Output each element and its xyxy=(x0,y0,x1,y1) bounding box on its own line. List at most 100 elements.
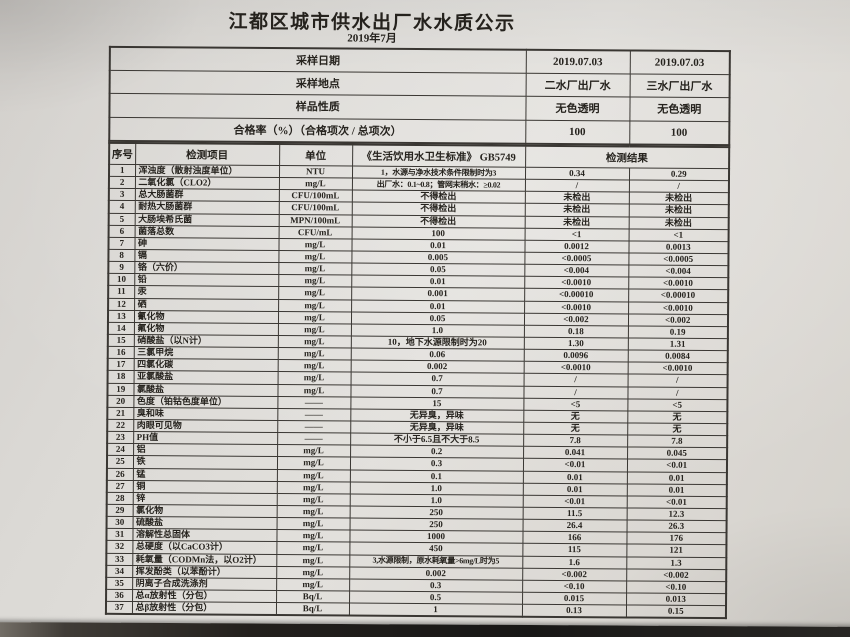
item-name: PH值 xyxy=(133,431,278,445)
info-label: 采样日期 xyxy=(109,46,526,74)
row-index: 5 xyxy=(108,212,135,226)
info-value-plant2: 100 xyxy=(525,119,630,145)
unit: mg/L xyxy=(277,444,351,458)
item-name: 色度（铂钴色度单位） xyxy=(133,395,278,409)
item-name: 总α放射性（分包） xyxy=(132,589,277,603)
row-index: 1 xyxy=(108,164,136,177)
result-plant3: 7.8 xyxy=(627,435,728,448)
item-name: 浑浊度（散射浊度单位） xyxy=(134,164,280,178)
unit: —— xyxy=(277,432,351,446)
result-plant3: 0.0084 xyxy=(627,350,728,363)
item-name: 耗氧量（CODMn法，以O2计） xyxy=(132,552,277,567)
result-plant3: <0.004 xyxy=(628,265,729,278)
result-plant2: <0.002 xyxy=(523,312,629,326)
item-name: 硝酸盐（以N计） xyxy=(133,334,278,348)
result-plant3: <1 xyxy=(628,228,729,242)
result-plant2: 0.041 xyxy=(523,446,628,460)
item-name: 溶解性总固体 xyxy=(132,528,277,542)
result-plant3: 0.0013 xyxy=(628,240,729,254)
result-plant2: 7.8 xyxy=(523,434,628,448)
row-index: 3 xyxy=(108,188,135,201)
row-index: 14 xyxy=(107,322,134,335)
item-name: 氯化物 xyxy=(132,504,277,518)
header-item: 检测项目 xyxy=(135,143,280,166)
unit: mg/L xyxy=(276,493,350,506)
result-plant2: 26.4 xyxy=(522,519,627,533)
info-value-plant2: 2019.07.03 xyxy=(525,49,630,75)
row-index: 2 xyxy=(108,176,135,189)
unit: mg/L xyxy=(278,286,352,300)
result-plant2: <0.0010 xyxy=(524,300,629,314)
result-plant3: <0.10 xyxy=(626,580,727,594)
unit: mg/L xyxy=(276,578,350,591)
item-name: 三氯甲烷 xyxy=(133,346,278,360)
item-name: 氟化物 xyxy=(133,322,278,336)
row-index: 8 xyxy=(108,249,135,262)
result-plant2: 未检出 xyxy=(524,191,629,205)
unit: —— xyxy=(277,420,351,434)
info-row: 合格率（%）（合格项次 / 总项次） 100 100 xyxy=(109,116,730,145)
result-plant3: <0.0010 xyxy=(628,301,729,315)
result-plant3: 0.15 xyxy=(625,605,727,619)
info-label: 合格率（%）（合格项次 / 总项次） xyxy=(109,116,526,144)
result-plant2: <0.004 xyxy=(524,264,629,278)
result-plant2: 11.5 xyxy=(522,507,627,521)
result-plant2: <0.01 xyxy=(522,495,627,508)
item-name: 菌落总数 xyxy=(134,225,279,239)
row-index: 24 xyxy=(107,443,134,456)
row-index: 30 xyxy=(106,516,133,529)
row-index: 33 xyxy=(106,552,133,566)
result-plant3: 未检出 xyxy=(628,204,729,218)
result-plant2: 1.30 xyxy=(523,337,628,351)
item-name: 锌 xyxy=(132,492,277,506)
result-plant3: 0.045 xyxy=(627,447,728,461)
row-index: 23 xyxy=(107,431,134,444)
info-table: 采样日期 2019.07.03 2019.07.03 采样地点 二水厂出厂水 三水厂出厂水… xyxy=(108,45,731,146)
row-index: 20 xyxy=(107,394,134,408)
result-plant3: 26.3 xyxy=(626,520,727,533)
result-plant2: <0.002 xyxy=(522,567,627,581)
result-plant2: 0.01 xyxy=(522,470,627,484)
unit: mg/L xyxy=(278,238,352,252)
item-name: 亚氯酸盐 xyxy=(133,370,278,385)
row-index: 16 xyxy=(107,346,134,359)
row-index: 26 xyxy=(106,467,133,481)
row-index: 36 xyxy=(106,589,133,602)
result-plant3: 12.3 xyxy=(626,507,727,521)
unit: Bq/L xyxy=(276,590,350,604)
result-plant3: 0.01 xyxy=(626,471,727,485)
row-index: 34 xyxy=(106,564,133,578)
page-subtitle: 2019年7月 xyxy=(347,32,397,45)
item-name: 砷 xyxy=(134,237,279,251)
item-name: 汞 xyxy=(134,285,279,300)
item-name: 阴离子合成洗涤剂 xyxy=(132,577,277,591)
header-unit: 单位 xyxy=(279,144,353,167)
unit: NTU xyxy=(278,165,353,179)
result-plant2: 0.01 xyxy=(522,482,627,496)
row-index: 7 xyxy=(108,237,135,250)
item-name: 硒 xyxy=(134,298,279,312)
item-name: 二氧化氯（CLO2） xyxy=(134,176,279,190)
result-plant2: 0.0012 xyxy=(524,240,629,253)
item-name: 铅 xyxy=(134,273,279,287)
row-index: 15 xyxy=(107,334,134,347)
row-index: 25 xyxy=(106,455,134,469)
result-plant2: / xyxy=(523,385,628,399)
item-name: 臭和味 xyxy=(133,407,278,421)
result-plant2: 0.13 xyxy=(521,604,627,618)
item-name: 铁 xyxy=(132,455,278,470)
result-plant3: 未检出 xyxy=(628,192,729,206)
result-plant2: 1.6 xyxy=(522,555,627,569)
row-index: 12 xyxy=(108,297,135,311)
item-name: 硫酸盐 xyxy=(132,516,277,530)
standard: 1 xyxy=(348,603,523,617)
unit: mg/L xyxy=(276,554,350,567)
result-plant3: 176 xyxy=(626,532,727,546)
result-plant3: 无 xyxy=(627,410,728,424)
header-result: 检测结果 xyxy=(525,145,730,169)
row-index: 18 xyxy=(107,370,134,384)
unit: mg/L xyxy=(277,359,351,373)
unit: mg/L xyxy=(276,566,350,579)
row-index: 28 xyxy=(106,492,133,505)
